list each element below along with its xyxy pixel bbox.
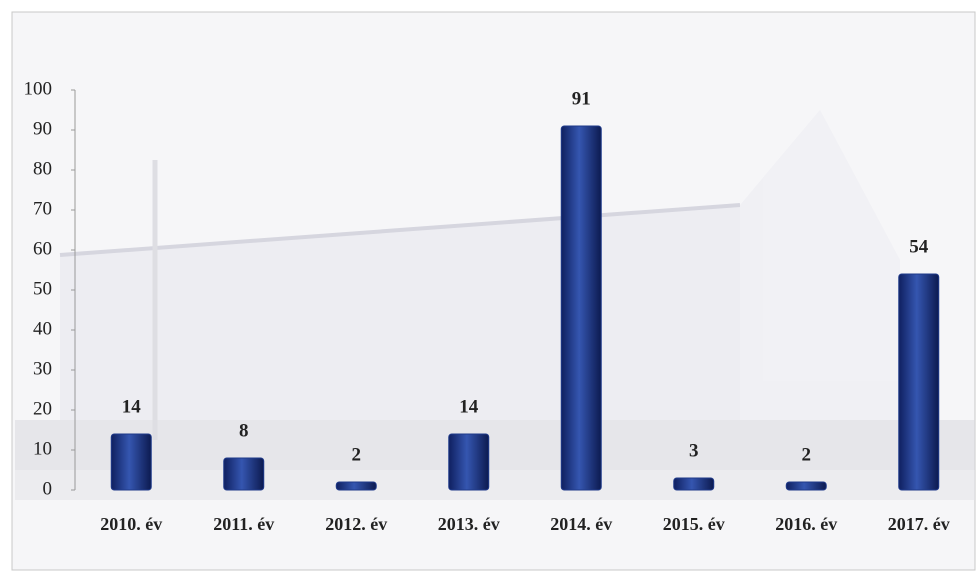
x-tick-label: 2017. év: [888, 514, 950, 534]
y-tick-label: 20: [33, 398, 52, 419]
y-tick-label: 90: [33, 118, 52, 139]
x-tick-label: 2015. év: [663, 514, 725, 534]
bar: [898, 273, 940, 491]
data-label: 91: [572, 88, 591, 109]
x-tick-label: 2010. év: [100, 514, 162, 534]
y-tick-label: 10: [33, 438, 52, 459]
road: [15, 470, 975, 500]
data-label: 54: [909, 236, 929, 257]
bar: [785, 481, 827, 491]
y-tick-label: 40: [33, 318, 52, 339]
y-tick-label: 70: [33, 198, 52, 219]
bar: [110, 433, 152, 491]
data-label: 8: [239, 420, 249, 441]
y-tick-label: 0: [43, 478, 53, 499]
fence: [15, 420, 975, 470]
data-label: 2: [802, 444, 812, 465]
y-tick-label: 60: [33, 238, 52, 259]
house: [740, 110, 900, 440]
x-tick-label: 2013. év: [438, 514, 500, 534]
x-tick-label: 2016. év: [775, 514, 837, 534]
y-tick-label: 100: [24, 78, 53, 99]
data-label: 14: [122, 396, 142, 417]
x-tick-label: 2012. év: [325, 514, 387, 534]
y-tick-label: 50: [33, 278, 52, 299]
data-label: 14: [459, 396, 479, 417]
bar: [673, 477, 715, 491]
bar: [560, 125, 602, 491]
x-tick-label: 2014. év: [550, 514, 612, 534]
data-label: 3: [689, 440, 699, 461]
data-label: 2: [352, 444, 362, 465]
bar: [335, 481, 377, 491]
bar: [223, 457, 265, 491]
bar: [448, 433, 490, 491]
y-tick-label: 80: [33, 158, 52, 179]
roof-edge: [59, 203, 741, 257]
y-tick-label: 30: [33, 358, 52, 379]
x-tick-label: 2011. év: [213, 514, 274, 534]
